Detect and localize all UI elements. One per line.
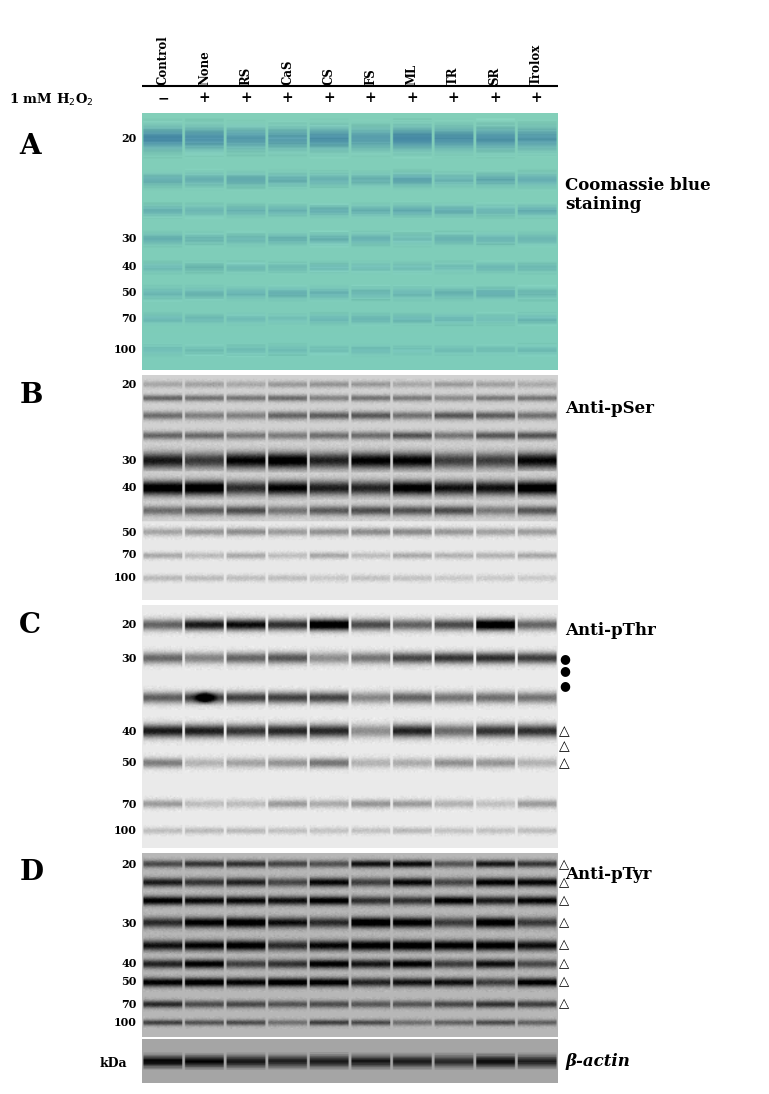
Text: 70: 70 <box>122 549 137 560</box>
Text: +: + <box>281 92 294 105</box>
Text: None: None <box>198 50 211 85</box>
Text: RS: RS <box>240 67 252 85</box>
Text: +: + <box>448 92 460 105</box>
Text: 40: 40 <box>122 261 137 272</box>
Text: △: △ <box>559 724 570 738</box>
Text: +: + <box>323 92 335 105</box>
Text: 40: 40 <box>122 481 137 493</box>
Text: C: C <box>19 613 42 639</box>
Text: △: △ <box>559 895 569 908</box>
Text: △: △ <box>559 738 570 753</box>
Text: +: + <box>240 92 252 105</box>
Text: 1 mM H$_2$O$_2$: 1 mM H$_2$O$_2$ <box>9 92 94 107</box>
Text: 70: 70 <box>122 313 137 324</box>
Text: +: + <box>198 92 211 105</box>
Text: D: D <box>19 859 43 886</box>
Text: 30: 30 <box>122 918 137 929</box>
Text: +: + <box>406 92 418 105</box>
Text: +: + <box>489 92 501 105</box>
Text: 20: 20 <box>122 619 137 630</box>
Text: 50: 50 <box>122 526 137 538</box>
Text: SR: SR <box>489 67 501 85</box>
Text: B: B <box>19 382 42 409</box>
Text: FS: FS <box>365 69 377 85</box>
Text: 50: 50 <box>122 757 137 768</box>
Text: CS: CS <box>323 68 335 85</box>
Text: ML: ML <box>406 65 418 85</box>
Text: +: + <box>365 92 377 105</box>
Text: 50: 50 <box>122 287 137 299</box>
Text: 50: 50 <box>122 977 137 988</box>
Text: ●: ● <box>559 678 570 691</box>
Text: △: △ <box>559 858 569 871</box>
Text: 30: 30 <box>122 455 137 466</box>
Text: △: △ <box>559 976 569 989</box>
Text: kDa: kDa <box>100 1057 128 1070</box>
Text: 100: 100 <box>114 344 137 354</box>
Text: 40: 40 <box>122 958 137 969</box>
Text: Coomassie blue
staining: Coomassie blue staining <box>565 176 711 213</box>
Text: △: △ <box>559 998 569 1011</box>
Text: 100: 100 <box>114 571 137 583</box>
Text: 30: 30 <box>122 233 137 244</box>
Text: CaS: CaS <box>281 60 294 85</box>
Text: +: + <box>531 92 543 105</box>
Text: 20: 20 <box>122 379 137 389</box>
Text: ●: ● <box>559 652 570 665</box>
Text: 30: 30 <box>122 653 137 664</box>
Text: Trolox: Trolox <box>531 44 543 85</box>
Text: Anti-pSer: Anti-pSer <box>565 400 654 418</box>
Text: 70: 70 <box>122 799 137 810</box>
Text: △: △ <box>559 876 569 889</box>
Text: −: − <box>157 92 169 105</box>
Text: △: △ <box>559 957 569 970</box>
Text: β-actin: β-actin <box>565 1052 630 1070</box>
Text: 100: 100 <box>114 825 137 836</box>
Text: Anti-pThr: Anti-pThr <box>565 622 656 639</box>
Text: 70: 70 <box>122 999 137 1010</box>
Text: 20: 20 <box>122 859 137 870</box>
Text: TR: TR <box>448 67 460 85</box>
Text: △: △ <box>559 939 569 952</box>
Text: 40: 40 <box>122 725 137 736</box>
Text: A: A <box>19 133 41 160</box>
Text: 20: 20 <box>122 132 137 144</box>
Text: Anti-pTyr: Anti-pTyr <box>565 866 651 883</box>
Text: ●: ● <box>559 664 570 677</box>
Text: 100: 100 <box>114 1017 137 1028</box>
Text: △: △ <box>559 756 570 770</box>
Text: △: △ <box>559 917 569 930</box>
Text: Control: Control <box>157 36 169 85</box>
